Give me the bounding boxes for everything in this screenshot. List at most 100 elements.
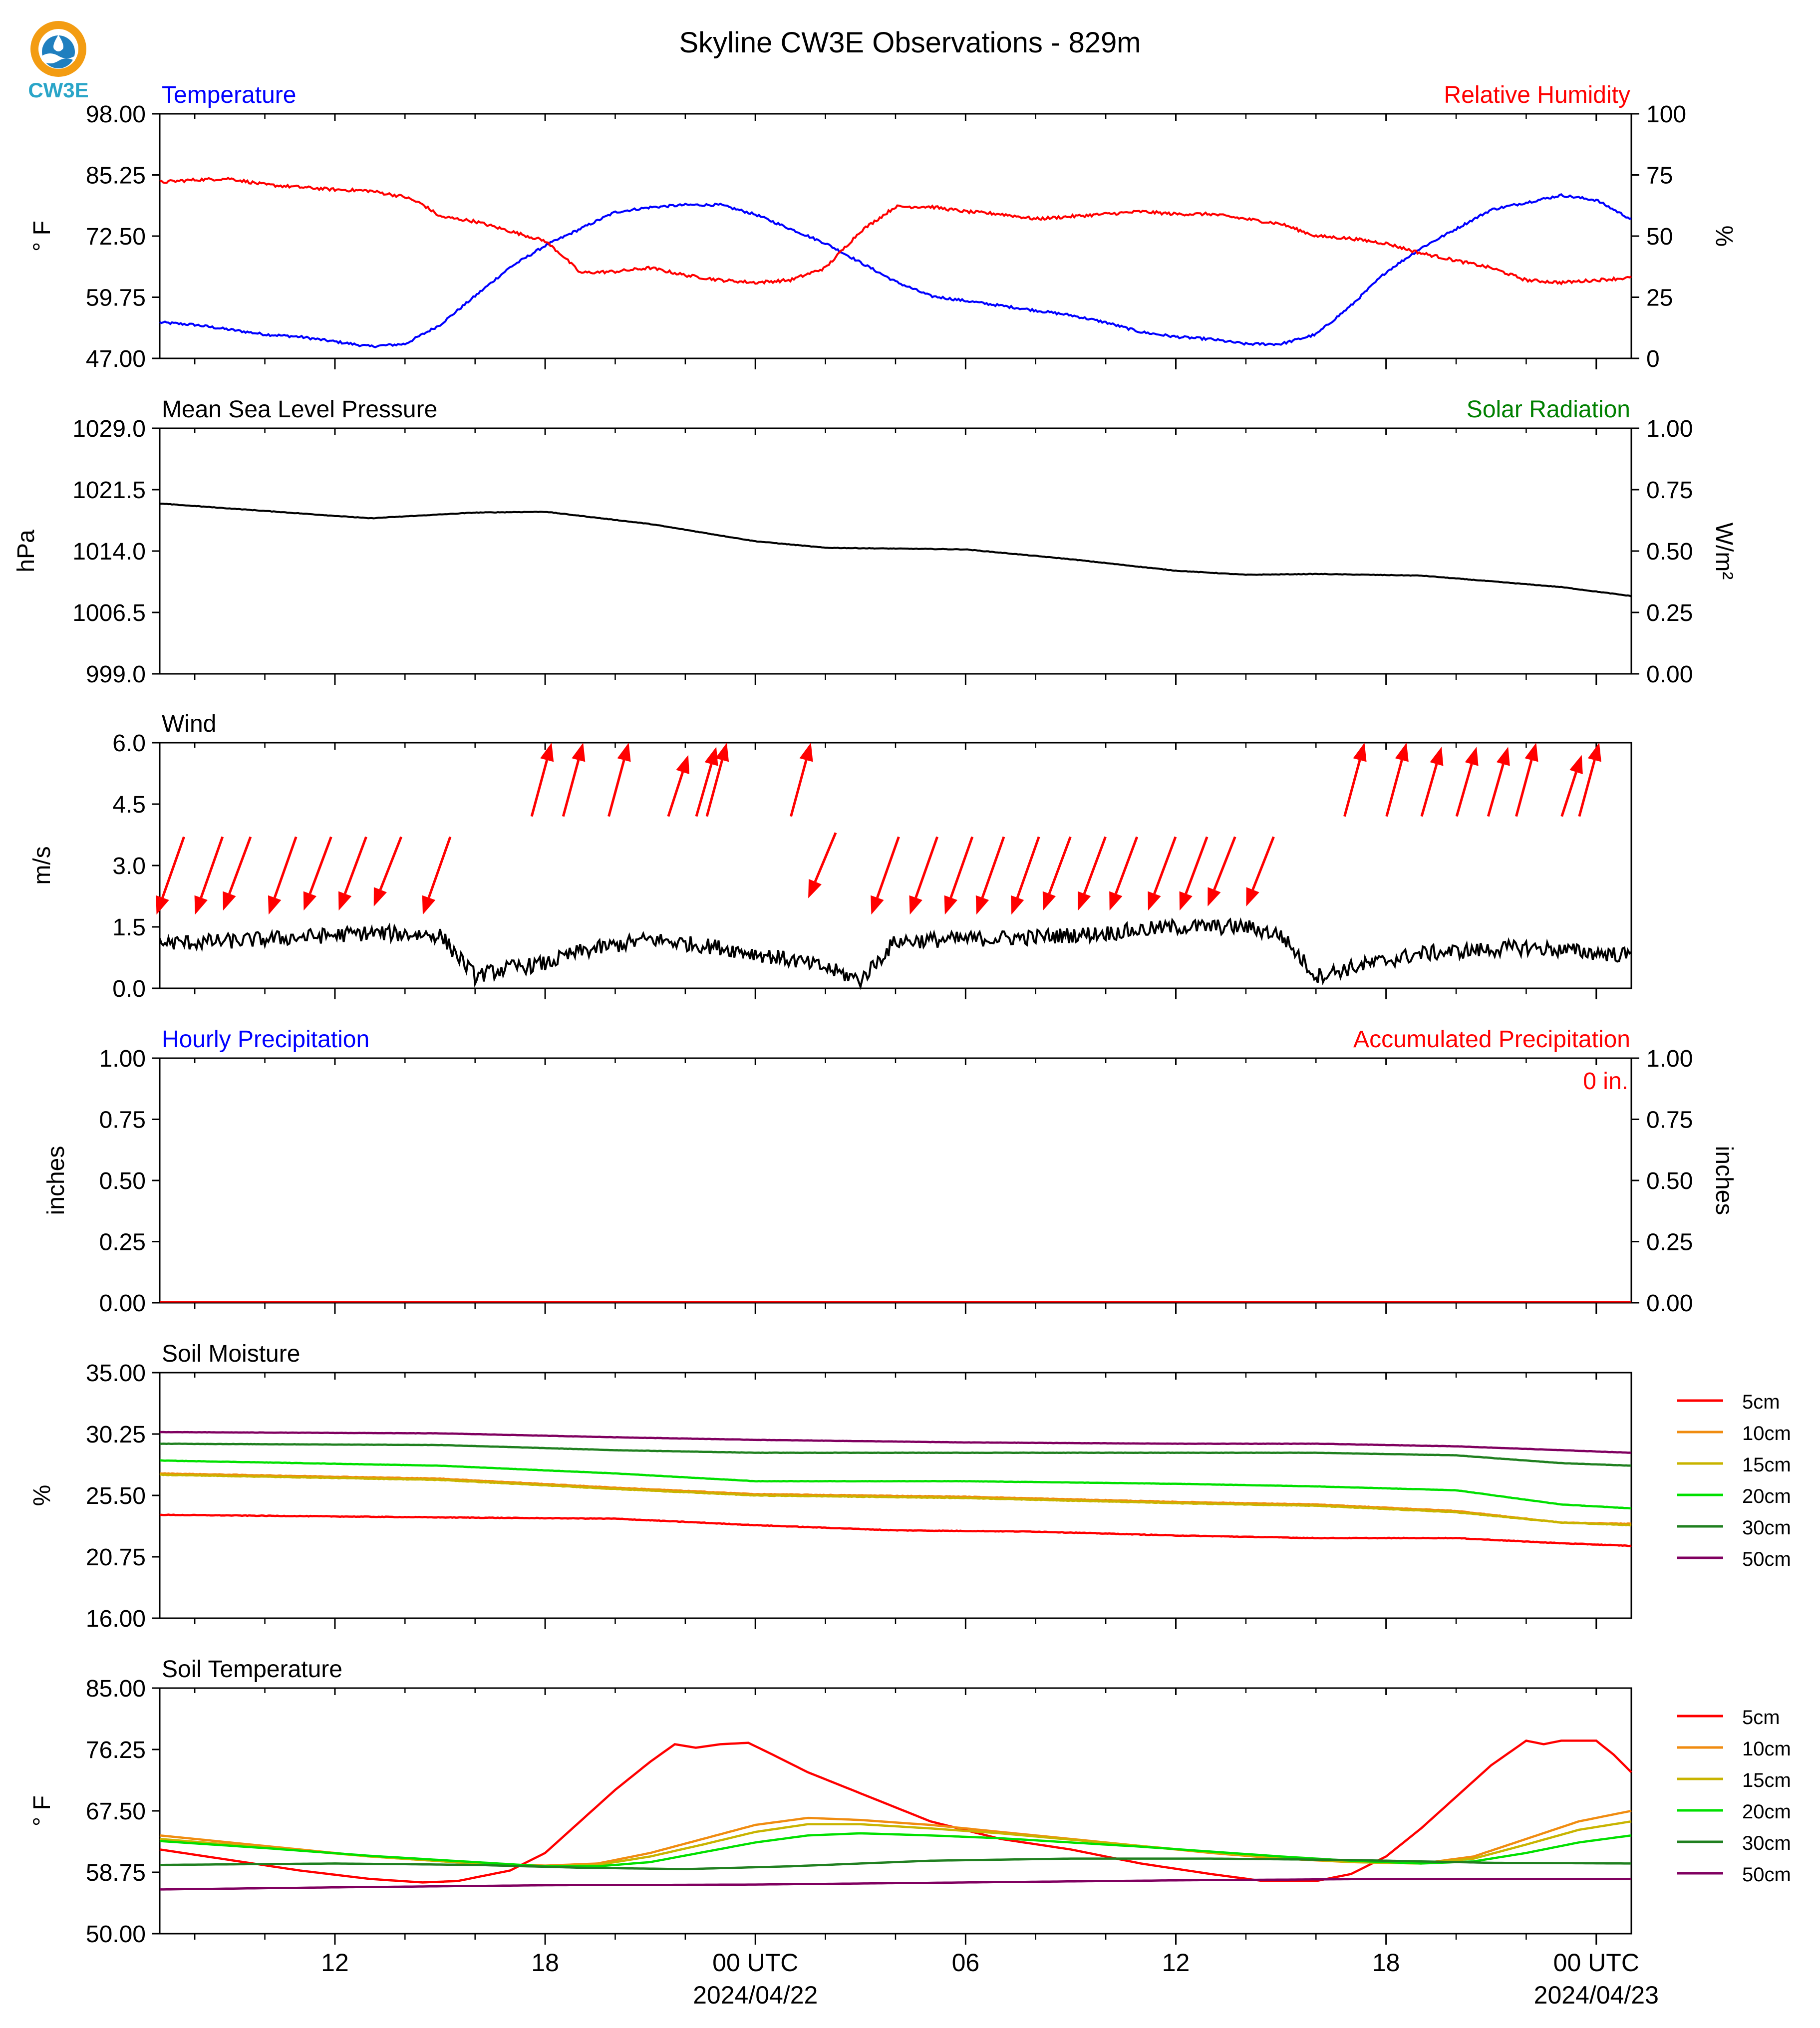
y-tick-label: 16.00 <box>86 1606 146 1632</box>
wind-arrow-head <box>572 743 586 762</box>
x-tick-label: 06 <box>952 1949 980 1977</box>
x-tick-label: 12 <box>1162 1949 1190 1977</box>
panel-temperature: Temperature Relative Humidity 47.00 59.75 72… <box>29 82 1737 372</box>
wind-arrow-head <box>975 895 989 915</box>
wind-arrow-shaft <box>814 832 837 882</box>
series-line-30cm <box>159 1442 1631 1467</box>
wind-arrow-shaft <box>790 760 808 817</box>
y-tick-label: 59.75 <box>86 285 146 311</box>
wind-arrow-shaft <box>607 760 625 817</box>
wind-arrow-head <box>715 743 729 762</box>
y-tick-label-right: 1.00 <box>1646 1046 1693 1072</box>
wind-arrow-shaft <box>308 836 332 894</box>
panel-soil-moisture: Soil Moisture 16.00 20.75 25.50 30.25 35.00% 5… <box>29 1341 1791 1632</box>
y-axis-label: inches <box>43 1146 69 1215</box>
y-tick-label-right: 50 <box>1646 224 1673 250</box>
y-tick-label: 1021.5 <box>72 477 146 504</box>
series-line-20cm <box>159 1459 1632 1510</box>
wind-arrow-shaft <box>1420 764 1438 817</box>
panel-title-right: Accumulated Precipitation <box>1353 1026 1630 1053</box>
wind-arrow-shaft <box>1185 836 1209 894</box>
wind-arrow-head <box>223 891 236 911</box>
wind-arrow-head <box>799 743 813 762</box>
wind-arrow-head <box>268 895 282 915</box>
y-tick-label: 999.0 <box>86 661 146 688</box>
wind-arrow-head <box>676 755 689 775</box>
wind-arrow-shaft <box>343 836 367 894</box>
legend-label: 5cm <box>1742 1707 1780 1729</box>
wind-arrow-shaft <box>1560 772 1577 817</box>
panel-wind: Wind 0.0 1.5 3.0 4.5 6.0 m/s <box>29 711 1632 1002</box>
y-axis-label-right: W/m² <box>1711 523 1737 580</box>
wind-arrow-head <box>1496 747 1510 766</box>
legend-label: 30cm <box>1742 1517 1791 1539</box>
wind-arrow-head <box>338 891 352 911</box>
y-tick-label: 1006.5 <box>72 600 146 626</box>
x-tick-label: 18 <box>1372 1949 1400 1977</box>
wind-arrow-shaft <box>530 760 549 817</box>
wind-arrow-head <box>909 895 922 915</box>
wind-arrow-head <box>373 887 387 906</box>
y-axis-label: hPa <box>13 530 39 573</box>
x-date-label: 2024/04/23 <box>1534 1981 1659 2009</box>
logo-text: CW3E <box>28 78 88 102</box>
y-tick-label: 58.75 <box>86 1860 146 1886</box>
wind-arrow-head <box>156 895 169 915</box>
wind-arrow-shaft <box>1016 836 1040 898</box>
wind-arrow-shaft <box>876 836 900 898</box>
y-tick-label: 3.0 <box>112 853 146 879</box>
wind-arrow-head <box>1042 891 1056 911</box>
y-tick-label-right: 0.00 <box>1646 661 1693 688</box>
plot-frame <box>159 113 1632 359</box>
wind-arrow-head <box>1246 887 1259 906</box>
y-tick-label: 0.75 <box>99 1107 146 1134</box>
legend-label: 10cm <box>1742 1738 1791 1760</box>
series-line-5cm <box>159 1513 1632 1547</box>
wind-arrow-head <box>1010 895 1024 915</box>
wind-arrow-head <box>422 895 436 915</box>
series-line-50cm <box>159 1431 1632 1454</box>
y-axis-label-right: inches <box>1711 1146 1737 1215</box>
legend-label: 15cm <box>1742 1454 1791 1476</box>
wind-arrow-shaft <box>161 836 185 898</box>
panel-title-left: Mean Sea Level Pressure <box>162 396 437 423</box>
wind-arrow-shaft <box>949 836 974 898</box>
wind-arrow-head <box>871 895 884 915</box>
y-axis-label: m/s <box>29 846 55 884</box>
wind-arrow-shaft <box>1048 836 1072 894</box>
cw3e-logo: CW3E <box>28 21 89 102</box>
y-tick-label: 85.00 <box>86 1676 146 1702</box>
y-tick-label-right: 75 <box>1646 163 1673 189</box>
panel-title-left: Wind <box>162 711 216 737</box>
series-line-15cm <box>159 1473 1632 1527</box>
series-line-5cm <box>159 1739 1632 1884</box>
plot-frame <box>159 1057 1632 1304</box>
wind-arrow-shaft <box>1578 760 1596 817</box>
x-tick-label: 18 <box>531 1949 559 1977</box>
wind-arrow-shaft <box>981 836 1005 898</box>
series-line-left <box>159 193 1632 348</box>
y-axis-label: ° F <box>29 221 55 252</box>
y-tick-label: 30.25 <box>86 1422 146 1448</box>
x-tick-label: 00 UTC <box>1553 1949 1639 1977</box>
y-tick-label: 98.00 <box>86 101 146 128</box>
y-tick-label: 20.75 <box>86 1544 146 1571</box>
wind-arrow-shaft <box>1515 760 1533 817</box>
y-axis-label: % <box>29 1485 55 1506</box>
legend-label: 5cm <box>1742 1391 1780 1413</box>
y-tick-label: 6.0 <box>112 730 146 757</box>
wind-arrow-shaft <box>695 764 713 817</box>
y-tick-label: 4.5 <box>112 792 146 818</box>
y-tick-label: 0.25 <box>99 1229 146 1256</box>
wind-arrow-shaft <box>379 836 403 890</box>
wind-arrow-head <box>1148 891 1161 911</box>
panel-title-left: Soil Temperature <box>162 1656 342 1683</box>
y-tick-label-right: 25 <box>1646 285 1673 311</box>
y-tick-label-right: 0.00 <box>1646 1290 1693 1317</box>
legend-label: 20cm <box>1742 1485 1791 1507</box>
y-tick-label-right: 0.50 <box>1646 539 1693 565</box>
y-tick-label: 50.00 <box>86 1921 146 1948</box>
series-line-20cm <box>159 1832 1632 1868</box>
legend-label: 50cm <box>1742 1864 1791 1886</box>
